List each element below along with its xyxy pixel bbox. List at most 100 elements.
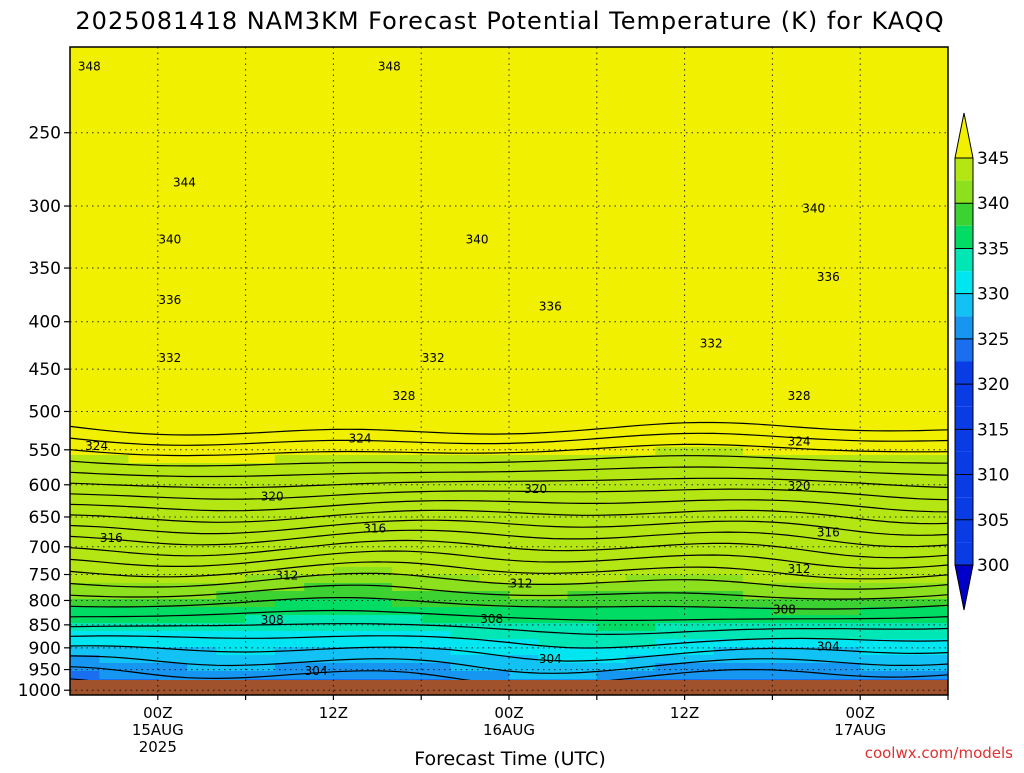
heatmap-cell	[567, 647, 598, 656]
heatmap-cell	[157, 47, 188, 56]
heatmap-cell	[70, 95, 100, 104]
heatmap-cell	[918, 239, 948, 248]
heatmap-cell	[567, 47, 598, 56]
heatmap-cell	[509, 671, 539, 680]
heatmap-cell	[99, 167, 130, 176]
heatmap-cell	[743, 623, 773, 632]
heatmap-cell	[99, 423, 130, 432]
colorbar-segment	[955, 248, 973, 271]
heatmap-cell	[157, 247, 188, 256]
heatmap-cell	[362, 351, 393, 360]
heatmap-cell	[567, 575, 598, 584]
heatmap-cell	[99, 327, 130, 336]
heatmap-cell	[421, 343, 452, 352]
heatmap-cell	[567, 183, 598, 192]
contour-line	[70, 443, 948, 457]
heatmap-cell	[362, 55, 393, 64]
heatmap-cell	[421, 575, 452, 584]
heatmap-cell	[274, 551, 305, 560]
heatmap-cell	[860, 479, 891, 488]
heatmap-cell	[450, 375, 481, 384]
heatmap-cell	[830, 303, 861, 312]
heatmap-cell	[128, 111, 159, 120]
heatmap-cell	[304, 87, 334, 96]
heatmap-cell	[479, 175, 510, 184]
heatmap-cell	[509, 631, 539, 640]
heatmap-cell	[187, 639, 217, 648]
heatmap-cell	[128, 623, 159, 632]
heatmap-cell	[70, 423, 100, 432]
heatmap-cell	[450, 215, 481, 224]
heatmap-cell	[245, 175, 276, 184]
heatmap-cell	[830, 55, 861, 64]
heatmap-cell	[450, 671, 481, 680]
heatmap-cell	[450, 471, 481, 480]
heatmap-cell	[391, 255, 422, 264]
heatmap-cell	[538, 567, 569, 576]
heatmap-cell	[70, 47, 100, 56]
heatmap-cell	[860, 63, 891, 72]
heatmap-cell	[479, 447, 510, 456]
heatmap-cell	[157, 319, 188, 328]
heatmap-cell	[391, 567, 422, 576]
heatmap-cell	[99, 591, 130, 600]
heatmap-cell	[713, 471, 744, 480]
heatmap-cell	[596, 495, 627, 504]
heatmap-cell	[391, 47, 422, 56]
heatmap-cell	[626, 551, 656, 560]
heatmap-cell	[450, 535, 481, 544]
heatmap-cell	[333, 279, 364, 288]
heatmap-cell	[450, 519, 481, 528]
heatmap-cell	[596, 47, 627, 56]
heatmap-cell	[421, 391, 452, 400]
heatmap-cell	[509, 535, 539, 544]
contour-label: 348	[378, 59, 401, 73]
y-axis: 2503003504004505005506006507007508008509…	[18, 124, 70, 701]
heatmap-cell	[889, 103, 920, 112]
heatmap-cell	[128, 399, 159, 408]
heatmap-cell	[128, 343, 159, 352]
heatmap-cell	[889, 415, 920, 424]
heatmap-cell	[99, 279, 130, 288]
heatmap-cell	[860, 463, 891, 472]
heatmap-cell	[801, 47, 832, 56]
heatmap-cell	[830, 215, 861, 224]
heatmap-cell	[274, 567, 305, 576]
heatmap-cell	[99, 623, 130, 632]
heatmap-cell	[128, 487, 159, 496]
heatmap-cell	[860, 111, 891, 120]
heatmap-cell	[391, 575, 422, 584]
heatmap-cell	[128, 591, 159, 600]
heatmap-cell	[216, 559, 247, 568]
heatmap-cell	[655, 119, 686, 128]
heatmap-cell	[713, 47, 744, 56]
heatmap-cell	[684, 199, 715, 208]
heatmap-cell	[772, 439, 803, 448]
heatmap-cell	[362, 503, 393, 512]
heatmap-cell	[99, 551, 130, 560]
heatmap-cell	[362, 439, 393, 448]
heatmap-cell	[509, 511, 539, 520]
heatmap-cell	[479, 79, 510, 88]
heatmap-cell	[70, 167, 100, 176]
heatmap-cell	[889, 663, 920, 672]
heatmap-cell	[333, 175, 364, 184]
heatmap-cell	[801, 623, 832, 632]
heatmap-cell	[538, 95, 569, 104]
heatmap-cell	[743, 359, 773, 368]
heatmap-cell	[918, 615, 948, 624]
heatmap-cell	[421, 495, 452, 504]
heatmap-cell	[479, 255, 510, 264]
heatmap-cell	[362, 135, 393, 144]
heatmap-cell	[772, 287, 803, 296]
heatmap-cell	[509, 255, 539, 264]
heatmap-cell	[421, 607, 452, 616]
heatmap-cell	[304, 383, 334, 392]
heatmap-cell	[860, 391, 891, 400]
heatmap-cell	[713, 151, 744, 160]
heatmap-cell	[216, 239, 247, 248]
colorbar-segment	[955, 293, 973, 317]
heatmap-cell	[860, 87, 891, 96]
heatmap-cell	[450, 55, 481, 64]
y-tick-label: 950	[29, 661, 61, 681]
